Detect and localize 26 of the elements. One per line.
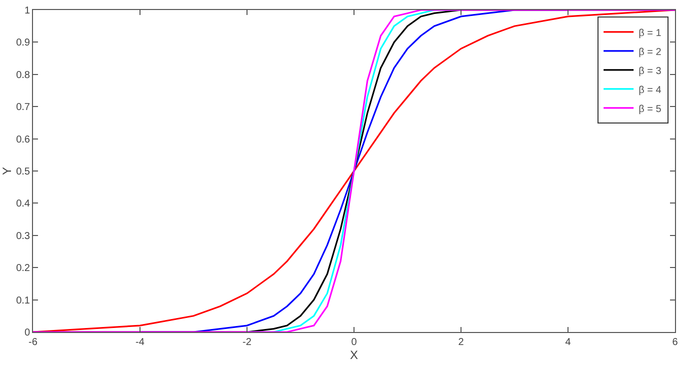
legend-label: β = 2 xyxy=(638,46,662,58)
y-tick-label: 0.3 xyxy=(16,230,30,242)
y-tick-label: 0.6 xyxy=(16,134,30,146)
legend-label: β = 3 xyxy=(638,66,662,77)
x-tick-label: -2 xyxy=(242,337,252,348)
x-tick-label: -6 xyxy=(28,337,38,348)
legend-label: β = 1 xyxy=(638,28,662,39)
x-tick-label: 2 xyxy=(458,337,464,348)
y-tick-label: 0.8 xyxy=(16,70,30,81)
x-tick-label: 4 xyxy=(565,337,572,348)
x-tick-label: 6 xyxy=(672,337,678,348)
line-series xyxy=(33,10,675,332)
x-axis-title: X xyxy=(350,348,358,362)
legend-label: β = 5 xyxy=(638,104,662,115)
x-tick-label: -4 xyxy=(136,337,145,348)
y-tick-label: 0.9 xyxy=(16,38,30,49)
legend-label: β = 4 xyxy=(638,84,662,96)
y-axis-title: Y xyxy=(0,166,14,176)
y-tick-label: 0.5 xyxy=(16,166,30,178)
y-tick-label: 1 xyxy=(24,6,30,16)
y-tick-label: 0.4 xyxy=(16,198,30,210)
y-tick-label: 0.7 xyxy=(16,102,30,114)
y-tick-label: 0.2 xyxy=(16,263,30,274)
x-tick-label: 0 xyxy=(351,337,358,348)
y-tick-label: 0 xyxy=(24,328,30,338)
y-tick-label: 0.1 xyxy=(16,295,30,306)
